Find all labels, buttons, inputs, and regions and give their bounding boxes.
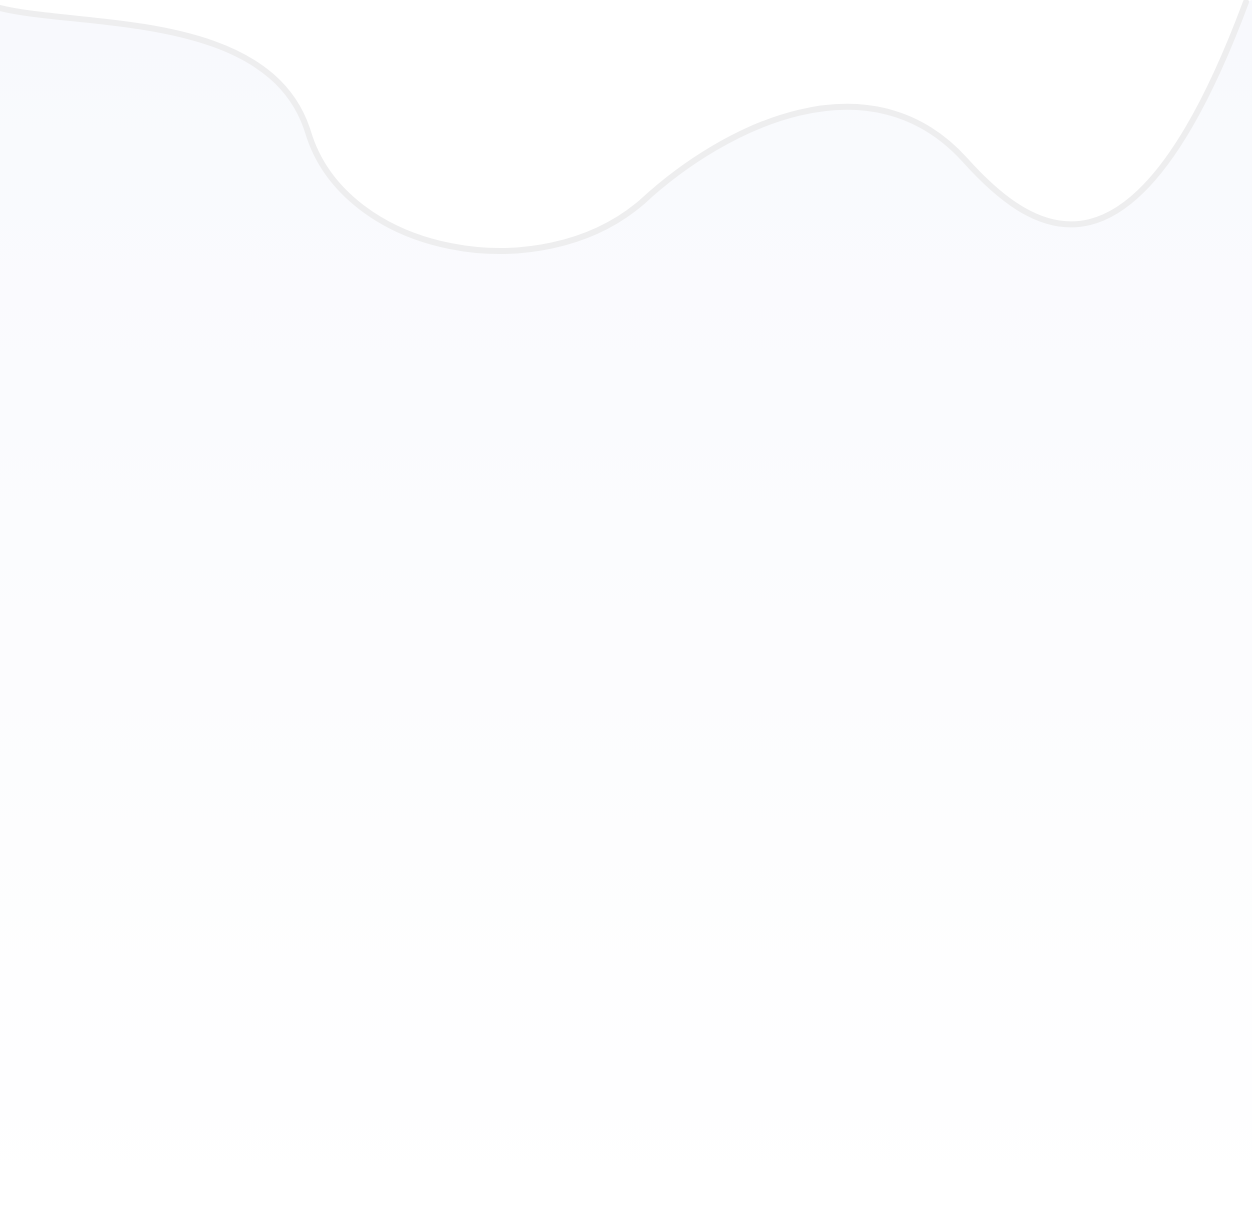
wave-line [0,0,1249,254]
